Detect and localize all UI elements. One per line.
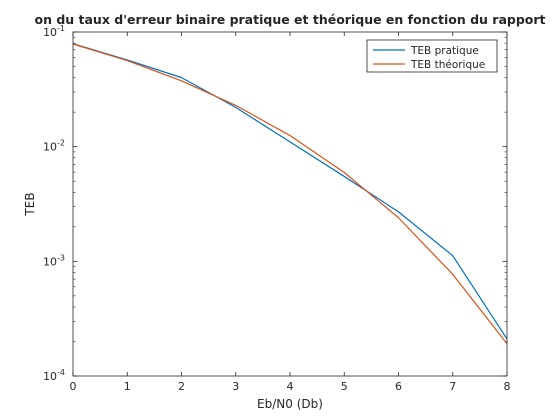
x-tick-label: 6 xyxy=(395,380,402,393)
x-tick-label: 7 xyxy=(449,380,456,393)
series-line-teb-pratique xyxy=(72,43,508,340)
series-line-teb-th-orique xyxy=(72,43,508,345)
x-axis-label: Eb/N0 (Db) xyxy=(257,397,323,411)
plot-area xyxy=(73,32,507,376)
plot-frame xyxy=(72,31,508,377)
x-tick-label: 3 xyxy=(232,380,239,393)
legend-label-teb-pratique: TEB pratique xyxy=(410,45,479,57)
y-tick-label: 10-2 xyxy=(43,139,65,154)
y-tick-label: 10-4 xyxy=(43,368,65,383)
x-tick-label: 2 xyxy=(178,380,185,393)
y-tick-label: 10-1 xyxy=(43,24,65,39)
x-tick-label: 8 xyxy=(504,380,511,393)
legend-label-teb-theorique: TEB théorique xyxy=(410,59,485,71)
x-tick-label: 0 xyxy=(70,380,77,393)
y-axis-label: TEB xyxy=(23,192,37,216)
x-tick-label: 5 xyxy=(341,380,348,393)
legend-box xyxy=(366,39,498,73)
x-tick-label: 4 xyxy=(287,380,294,393)
x-tick-label: 1 xyxy=(124,380,131,393)
series-layer xyxy=(72,43,508,345)
y-axis: 10-1 10-2 10-3 10-4 xyxy=(43,24,507,383)
legend: TEB pratique TEB théorique xyxy=(366,39,498,73)
chart-title: on du taux d'erreur binaire pratique et … xyxy=(34,12,545,27)
y-tick-label: 10-3 xyxy=(43,253,65,268)
